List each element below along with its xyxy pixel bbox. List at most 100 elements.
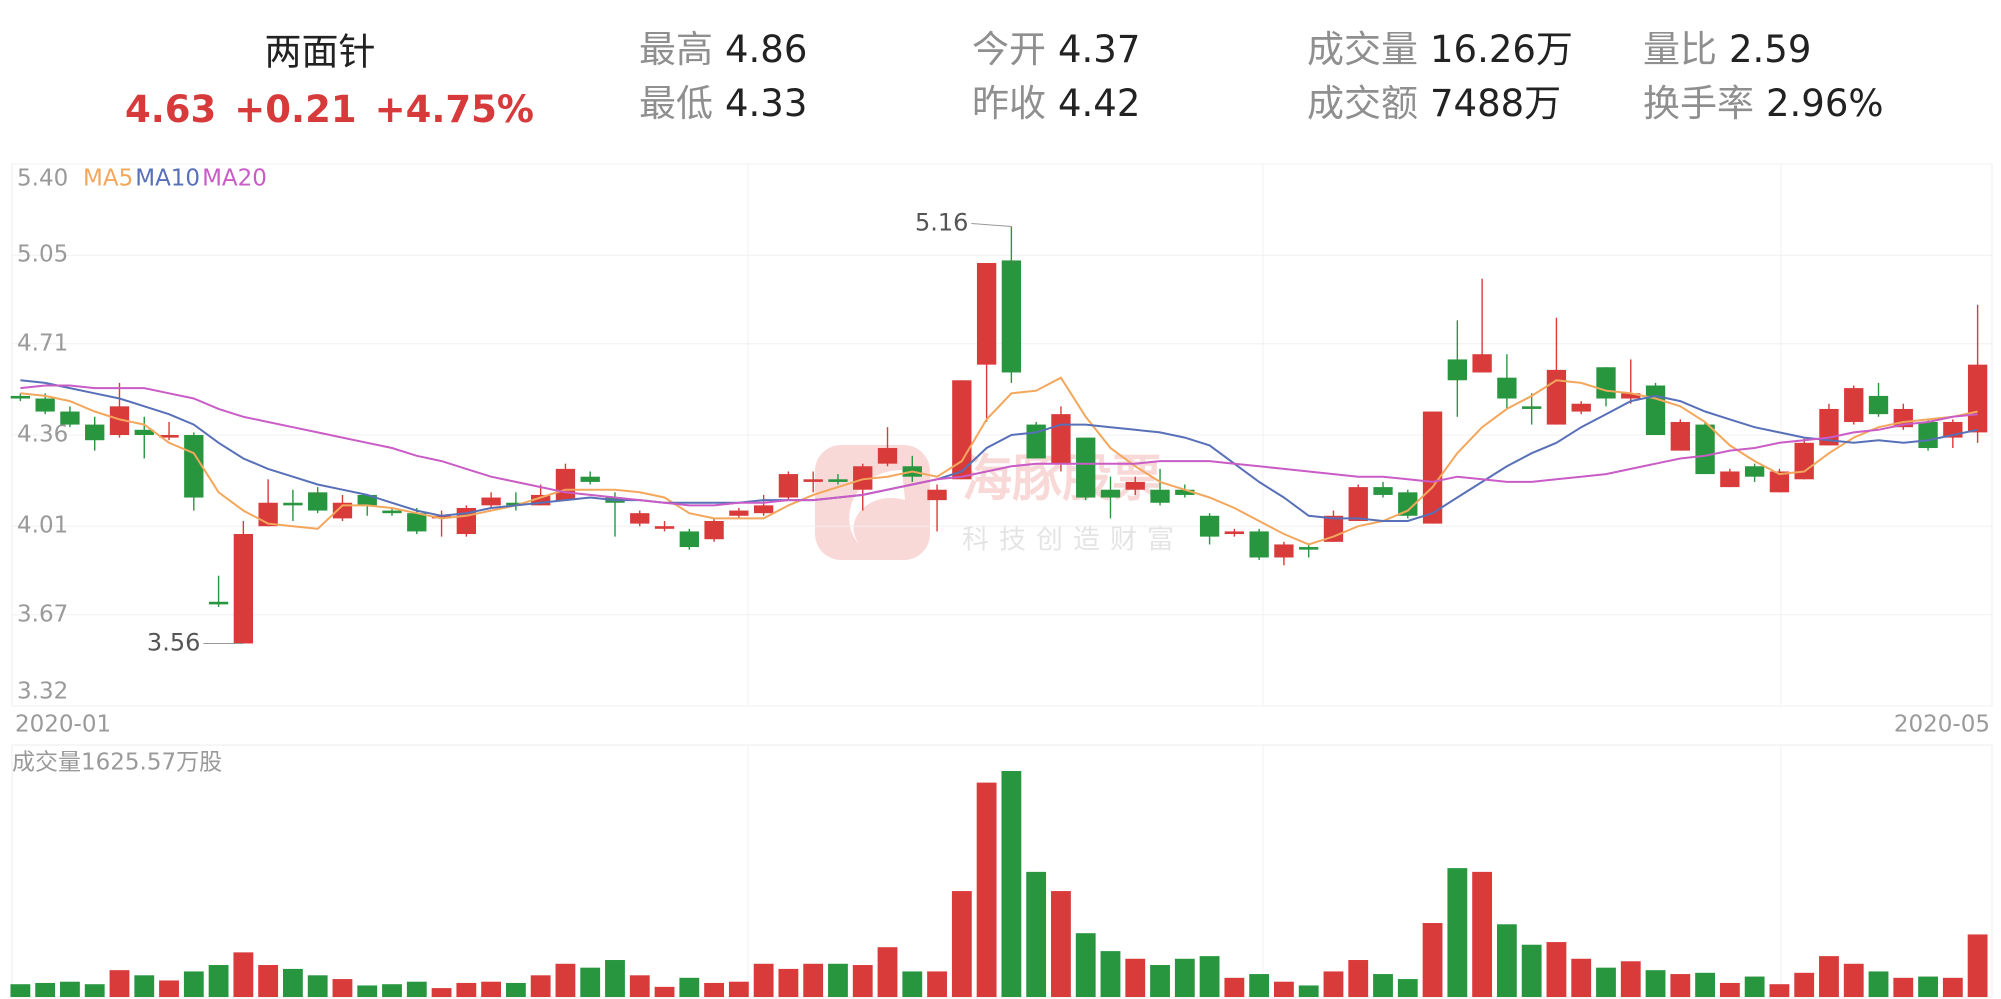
candle-body <box>1472 354 1492 373</box>
candle-body <box>1398 492 1418 516</box>
volume-bar <box>431 988 452 997</box>
volume-bar <box>530 975 551 997</box>
candle-body <box>1744 466 1765 477</box>
volume-bar <box>307 975 328 997</box>
candle-body <box>1001 260 1022 373</box>
candle-body <box>35 398 55 412</box>
volume-bar <box>1075 933 1096 997</box>
volume-bar <box>1125 958 1146 997</box>
volume-bar <box>803 963 824 997</box>
candle-body <box>1769 471 1790 493</box>
volume-bar <box>1546 942 1567 997</box>
volume-bar <box>1472 871 1493 997</box>
candle-body <box>1348 487 1368 521</box>
volume-bar <box>382 984 402 997</box>
candle-body <box>60 411 80 425</box>
volume-bar <box>233 952 254 997</box>
candle-body <box>481 497 501 506</box>
volume-bar <box>1620 961 1641 997</box>
volume-bar <box>84 984 105 997</box>
stat-value: 2.96% <box>1766 82 1884 125</box>
stat-label: 成交量 <box>1307 28 1418 71</box>
volume-bar <box>877 947 898 997</box>
candle-body <box>729 510 749 516</box>
volume-title: 成交量1625.57万股 <box>12 750 222 776</box>
y-tick-label: 3.32 <box>17 679 68 705</box>
volume-bar <box>357 985 378 997</box>
volume-bar <box>332 979 353 997</box>
volume-bar <box>1397 979 1418 997</box>
y-tick-label: 5.40 <box>17 166 68 192</box>
candle-body <box>828 479 848 482</box>
candle-body <box>1918 421 1938 449</box>
candle-body <box>1868 395 1889 415</box>
stat-value: 4.42 <box>1058 82 1140 125</box>
volume-bar <box>654 986 675 997</box>
candle-body <box>877 448 898 464</box>
candle-body <box>1175 489 1195 495</box>
candle-body <box>1051 414 1071 464</box>
volume-bar <box>753 963 774 997</box>
volume-bar <box>1174 958 1195 997</box>
candle-body <box>1522 406 1542 409</box>
candle-body <box>1645 385 1666 435</box>
candle-body <box>1100 489 1121 498</box>
volume-bar <box>1744 976 1765 997</box>
volume-bar <box>1447 868 1468 997</box>
x-tick-label: 2020-05 <box>1894 712 1990 738</box>
candle-body <box>109 406 130 435</box>
candle-body <box>1249 531 1269 558</box>
candle-body <box>976 263 997 365</box>
volume-bar <box>1274 981 1294 997</box>
volume-bar <box>1051 891 1071 997</box>
stock-name: 两面针 <box>265 31 376 74</box>
volume-bar <box>1670 974 1691 997</box>
volume-bar <box>505 982 526 997</box>
volume-bar <box>1893 977 1914 997</box>
volume-bar <box>258 965 279 997</box>
candle-body <box>283 502 303 506</box>
stat-label: 昨收 <box>972 82 1046 125</box>
candle-body <box>1125 481 1145 490</box>
low-label: 3.56 <box>147 628 200 656</box>
stat-value: 4.37 <box>1058 28 1140 71</box>
candle-body <box>431 515 452 519</box>
volume-bar <box>852 965 873 997</box>
quote-header: 两面针 4.63 +0.21 +4.75% 最高 4.86 今开 4.37 成交量 16.26… <box>125 28 1884 131</box>
volume-bar <box>704 982 724 997</box>
v-grid <box>747 164 1782 997</box>
stat-label: 最低 <box>639 82 713 125</box>
volume-bar <box>1026 871 1047 997</box>
stat-label: 成交额 <box>1307 82 1418 125</box>
y-tick-label: 4.01 <box>17 513 68 539</box>
volume-bar <box>456 982 477 997</box>
candle-body <box>753 505 774 514</box>
volume-bar <box>1224 977 1245 997</box>
volume-bar <box>1422 923 1443 997</box>
candle-body <box>85 424 105 441</box>
volume-bar <box>1373 974 1393 997</box>
candle-body <box>1150 489 1170 503</box>
plot: 5.40 5.05 4.71 4.36 4.01 3.67 3.32 MA5 MA10 MA20 2… <box>10 163 1992 997</box>
candle-body <box>1274 544 1294 558</box>
volume-bar <box>1348 960 1369 997</box>
candle-body <box>159 435 179 438</box>
candle-body <box>357 494 377 506</box>
stat: 今开 4.37 <box>972 28 1140 71</box>
candle-body <box>1720 471 1740 488</box>
price-line: 4.63 +0.21 +4.75% <box>125 88 534 131</box>
candle-body <box>580 476 600 482</box>
stat: 成交额 7488万 <box>1307 82 1561 125</box>
volume-bar <box>1323 971 1344 997</box>
candle-body <box>630 513 650 524</box>
candle-body <box>1621 393 1641 399</box>
candle-body <box>332 502 353 519</box>
candle-body <box>208 601 229 605</box>
candle-body <box>704 520 724 540</box>
volume-bar <box>1521 944 1542 997</box>
volume-bar <box>1100 951 1121 997</box>
candle-body <box>1199 515 1220 537</box>
candle-body <box>927 489 947 501</box>
candle-body <box>233 534 254 644</box>
candle-body <box>1422 411 1443 524</box>
